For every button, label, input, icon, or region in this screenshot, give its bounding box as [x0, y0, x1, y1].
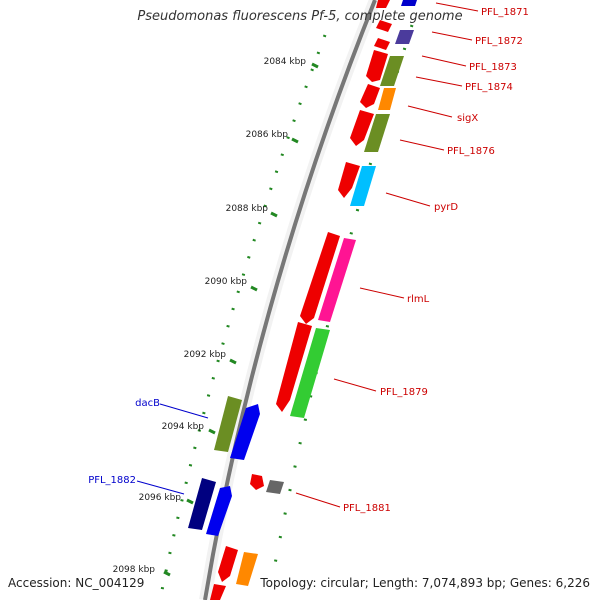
gene-pyrd	[338, 162, 360, 198]
gene-pfl-1879-cds	[290, 328, 330, 418]
gene-pfl-1872-cds	[395, 30, 414, 44]
gene-pfl-1873	[366, 50, 388, 82]
gene-label: PFL_1881	[343, 503, 391, 514]
tick-label: 2084 kbp	[264, 57, 307, 67]
gene-blocks	[188, 0, 417, 600]
tick-label: 2088 kbp	[226, 204, 269, 214]
gene-rlml	[300, 232, 340, 324]
tick-label: 2086 kbp	[246, 130, 289, 140]
gene-label: dacB	[135, 398, 160, 409]
tick-label: 2090 kbp	[205, 277, 248, 287]
gene-pfl-1874	[360, 84, 380, 108]
genome-title: Pseudomonas fluorescens Pf-5, complete g…	[137, 9, 463, 24]
tick-label: 2098 kbp	[113, 565, 156, 575]
gene-dacb	[214, 396, 242, 452]
gene-label: PFL_1882	[88, 475, 136, 486]
scale-ruler	[158, 34, 327, 600]
gene-label: PFL_1873	[469, 62, 517, 73]
gene-pyrd-cds	[350, 166, 376, 206]
gene-label: PFL_1876	[447, 146, 495, 157]
gene-sigx-cds	[364, 114, 390, 152]
tick-label: 2096 kbp	[139, 493, 182, 503]
label-leaders-left	[136, 403, 209, 495]
gene-bottom-1	[218, 546, 238, 582]
gene-pfl-1873-cds	[380, 56, 404, 86]
label-leaders	[295, 2, 479, 508]
gene-pfl-1882	[188, 478, 216, 530]
gene-pfl-1874-cds	[378, 88, 396, 110]
gene-pfl-1879	[276, 322, 312, 412]
accession-text: Accession: NC_004129	[8, 576, 145, 590]
tick-label: 2092 kbp	[184, 350, 227, 360]
gene-label: PFL_1872	[475, 36, 523, 47]
gene-label: PFL_1879	[380, 387, 428, 398]
gene-pfl-1881-cds	[266, 480, 284, 494]
gene-bottom-2	[210, 584, 226, 600]
gene-pfl-1882-cds	[206, 486, 232, 536]
gene-label: rlmL	[407, 294, 430, 305]
topology-text: Topology: circular; Length: 7,074,893 bp…	[260, 576, 590, 590]
gene-dacb-cds	[230, 404, 260, 460]
gene-pfl-1872-tip	[376, 20, 392, 32]
gene-pfl-1871-cds	[376, 0, 390, 8]
gene-pfl-1881	[250, 474, 264, 490]
tick-marks	[163, 62, 319, 577]
gene-pfl-1872	[374, 38, 390, 50]
tick-label: 2094 kbp	[162, 422, 205, 432]
gene-rlml-cds	[318, 238, 356, 322]
gene-label: pyrD	[434, 202, 458, 213]
gene-pfl-1871	[401, 0, 417, 6]
gene-label: sigX	[457, 113, 478, 124]
gene-sigx	[350, 110, 374, 146]
gene-label: PFL_1871	[481, 7, 529, 18]
gene-label: PFL_1874	[465, 82, 513, 93]
gene-bottom-1-cds	[236, 552, 258, 586]
